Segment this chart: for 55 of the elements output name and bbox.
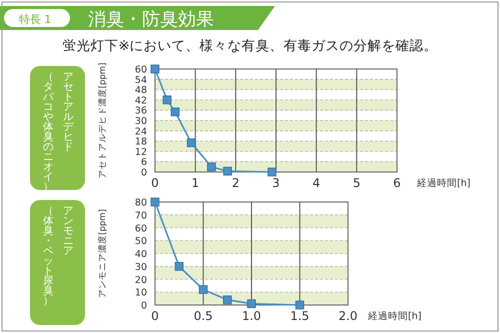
y-tick-label: 20 [134,274,147,286]
x-tick-label: 0 [151,176,159,190]
point [162,96,172,104]
x-tick-label: 0.5 [194,309,213,323]
y-tick-label: 42 [134,95,147,106]
point [207,162,216,172]
y-tick-label: 0 [140,168,147,178]
y-axis-title: アンモニア濃度[ppm] [97,209,108,298]
y-tick-label: 54 [134,74,147,86]
y-tick-label: 6 [140,157,147,168]
text: アセトアルデヒド [63,71,75,153]
x-tick-label: 6 [393,176,401,190]
chart-subtitle: 蛍光灯下※において、様々な有臭、有毒ガスの分解を確認。 [62,38,438,54]
point [223,166,232,176]
y-tick-label: 30 [134,262,147,273]
text: 特長 1 [18,13,52,26]
point [170,108,180,116]
point [150,198,160,206]
y-tick-label: 60 [134,223,147,234]
x-tick-label: 2.0 [338,309,358,323]
text: （体臭・ペット尿臭） [43,205,54,307]
x-tick-label: 4 [312,176,320,190]
y-tick-label: 70 [134,210,147,222]
point [295,300,304,310]
x-tick-label: 2 [232,176,240,190]
x-tick-label: 1.0 [242,309,262,323]
x-tick-label: 3 [272,176,280,190]
point [174,262,184,271]
y-tick-label: 0 [140,300,147,312]
x-tick-label: 1.5 [290,309,310,323]
y-tick-label: 30 [134,116,147,127]
point [150,64,160,74]
point [268,168,276,176]
point [198,285,208,294]
y-tick-label: 36 [134,106,147,117]
x-tick-label: 0 [151,309,159,323]
y-tick-label: 18 [134,136,147,148]
y-tick-label: 10 [134,288,147,299]
y-tick-label: 60 [134,64,147,76]
y-tick-label: 50 [134,236,147,248]
point [247,299,256,308]
point [223,296,232,304]
x-axis-title: 経過時間[h] [367,310,422,322]
point [186,138,196,148]
x-tick-label: 1 [192,176,200,190]
chart-title: 消臭・防臭効果 [88,9,214,30]
x-tick-label: 5 [352,176,360,190]
y-axis-title: アセトアルデヒド濃度[ppm] [97,62,108,178]
text: アンモニア [63,205,74,257]
y-tick-label: 12 [134,146,147,158]
y-tick-label: 80 [134,198,147,208]
y-tick-label: 40 [134,249,147,260]
y-tick-label: 48 [134,85,147,96]
x-axis-title: 経過時間[h] [416,177,470,189]
y-tick-label: 24 [134,126,147,138]
